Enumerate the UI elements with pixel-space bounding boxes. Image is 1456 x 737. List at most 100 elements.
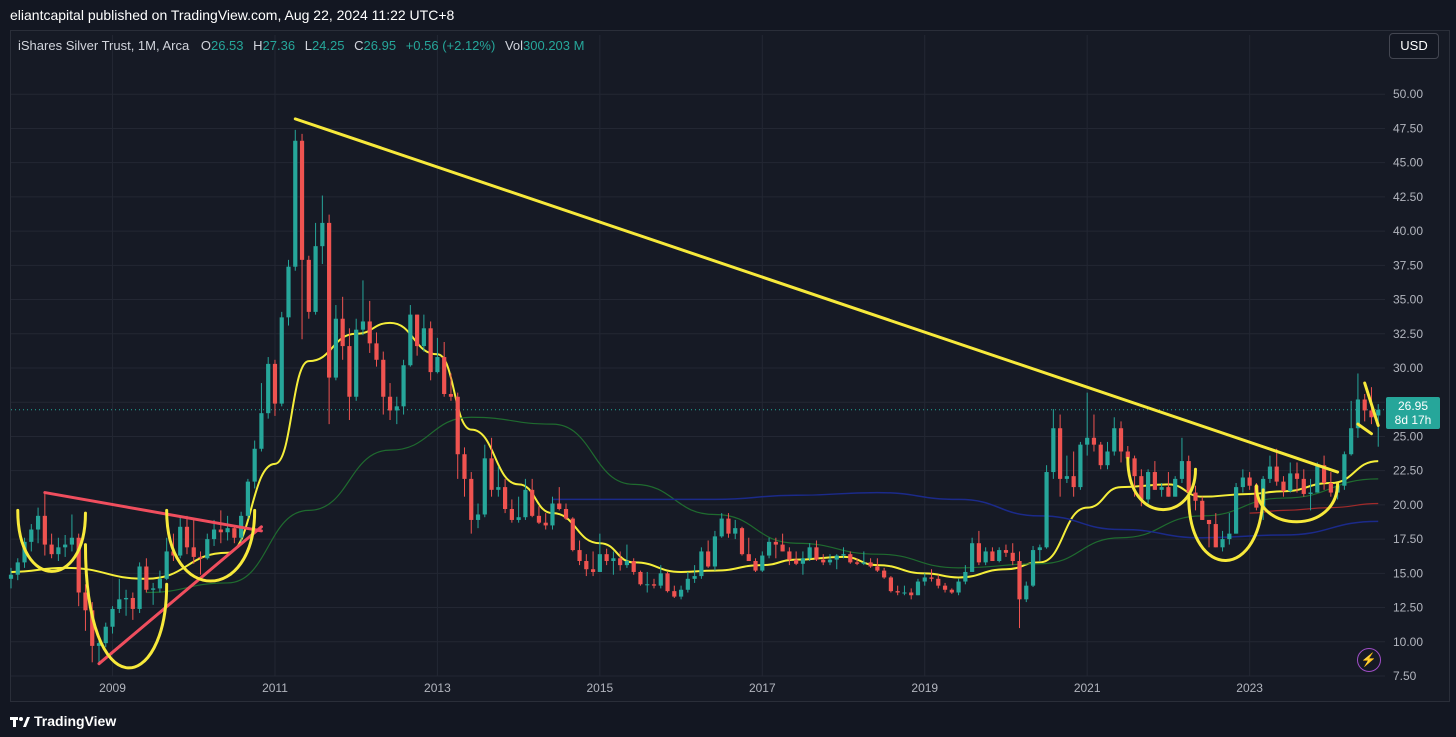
volume-value: 300.203 M [523,38,585,53]
tradingview-logo[interactable]: TradingView [10,713,116,729]
y-tick-label: 12.50 [1393,601,1423,615]
candle-body [678,589,684,597]
candle-body [1017,561,1022,600]
candle-body [739,528,745,555]
y-tick-label: 40.00 [1393,224,1423,238]
candle-body [259,413,264,449]
candle-body [117,599,122,609]
candle-body [516,517,521,520]
candle-body [685,578,690,590]
candle-body [1112,428,1117,452]
candle-body [408,314,413,366]
candle-body [489,458,494,490]
candle-body [875,566,880,571]
candle-body [1227,533,1232,540]
candle-body [1240,477,1245,488]
y-tick-label: 30.00 [1393,361,1423,375]
candle-body [266,363,271,414]
candle-body [475,514,481,520]
y-tick-label: 22.50 [1393,464,1423,478]
candle-body [137,566,142,609]
candle-body [1139,476,1144,500]
y-tick-label: 45.00 [1393,156,1423,170]
y-tick-label: 32.50 [1393,327,1423,341]
candle-body [868,562,873,567]
symbol-legend: iShares Silver Trust, 1M, Arca O26.53 H2… [18,38,590,54]
candle-body [42,515,47,545]
y-tick-label: 35.00 [1393,293,1423,307]
chart-frame[interactable] [10,30,1450,702]
low-label: L [304,38,312,53]
y-tick-label: 7.50 [1393,669,1417,683]
candle-body [15,562,20,575]
candle-body [313,246,318,312]
y-axis-ticks: 7.5010.0012.5015.0017.5020.0022.5025.002… [1393,87,1423,683]
candle-body [211,529,217,540]
candle-body [56,547,61,555]
candle-body [1349,428,1354,455]
change-value: +0.56 (+2.12%) [405,38,496,53]
candle-body [942,585,948,590]
x-tick-label: 2011 [262,681,288,695]
bar-countdown: 8d 17h [1394,413,1432,427]
candle-body [543,522,548,526]
candle-body [1044,472,1049,548]
candle-body [563,508,569,519]
candle-body [814,547,819,560]
candle-body [990,551,995,562]
volume-label: Vol [504,38,524,53]
candle-body [218,529,223,533]
candle-body [895,591,900,593]
candle-body [157,578,163,589]
candle-body [530,489,535,516]
candle-body [252,448,257,482]
candle-body [997,550,1002,562]
candle-body [1200,500,1205,520]
moving-average-green [146,416,1379,594]
open-value: 26.53 [210,38,244,53]
candle-body [821,559,826,563]
candle-body [550,503,555,526]
candle-body [787,551,792,560]
candle-body [949,589,954,593]
candle-body [76,537,81,593]
candle-body [462,454,467,479]
candle-body [401,365,406,407]
candle-body [570,518,575,551]
candle-body [983,551,988,563]
candle-body [306,259,311,312]
currency-button[interactable]: USD [1389,33,1439,59]
candle-body [374,343,379,360]
candle-body [320,222,325,247]
candle-body [1328,482,1333,493]
candle-body [96,643,102,646]
footer: TradingView [0,703,1456,737]
candle-body [1132,458,1137,477]
candle-body [1281,481,1286,492]
x-tick-label: 2021 [1074,681,1101,695]
candle-body [672,591,677,597]
candle-body [658,573,663,586]
candle-body [523,489,528,518]
y-tick-label: 42.50 [1393,190,1423,204]
tradingview-wordmark: TradingView [34,713,117,729]
trendline-yellow [1363,381,1380,427]
candle-body [794,559,799,564]
candle-body [604,554,609,562]
candle-body [387,396,393,411]
candle-body [888,577,893,592]
candle-body [848,554,853,563]
candle-body [577,550,582,562]
candle-body [618,558,623,566]
y-tick-label: 15.00 [1393,566,1423,580]
candle-body [651,584,657,586]
candle-body [1159,487,1164,490]
candle-body [1125,451,1130,459]
candle-body [1098,444,1103,466]
candle-body [766,541,772,556]
candle-body [394,406,399,411]
flash-icon[interactable]: ⚡ [1357,648,1381,672]
candle-body [69,537,75,545]
candle-body [225,528,230,533]
